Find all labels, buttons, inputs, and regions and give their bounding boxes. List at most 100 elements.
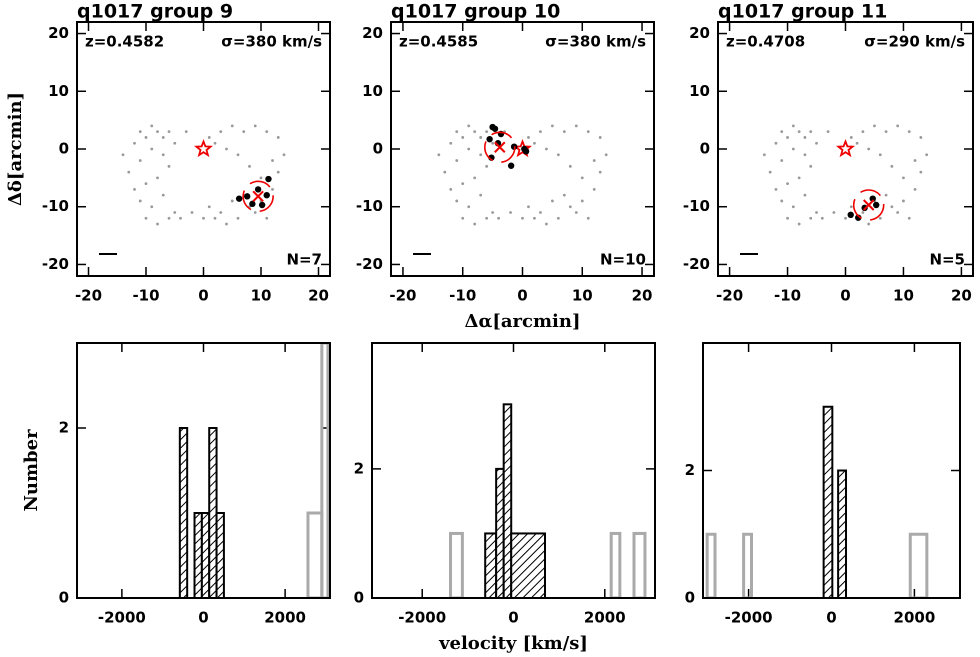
field-galaxy	[161, 136, 165, 139]
member-count: N=10	[600, 251, 646, 269]
field-galaxy	[133, 188, 136, 191]
field-galaxy	[467, 124, 471, 128]
y-tick-label: 0	[685, 589, 695, 607]
field-galaxy	[797, 130, 801, 134]
field-galaxy	[550, 199, 554, 203]
dispersion: σ=290 km/s	[864, 33, 965, 51]
member-bar	[200, 512, 211, 598]
field-galaxy	[479, 193, 483, 197]
field-galaxy	[896, 124, 900, 128]
member-galaxy	[265, 175, 272, 183]
y-tick-label: 20	[362, 24, 383, 42]
field-galaxy	[479, 153, 483, 157]
field-galaxy	[878, 216, 882, 220]
member-galaxy	[254, 186, 262, 193]
field-galaxy	[598, 170, 602, 174]
field-galaxy	[861, 211, 865, 214]
field-galaxy	[797, 176, 801, 180]
field-galaxy	[167, 130, 171, 134]
field-galaxy	[225, 222, 228, 226]
y-axis-label: Δδ[arcmin]	[5, 92, 26, 206]
field-galaxy	[455, 199, 459, 203]
member-galaxy	[486, 135, 493, 143]
field-galaxy	[485, 216, 489, 220]
field-galaxy	[527, 136, 530, 139]
field-galaxy	[253, 211, 257, 214]
field-galaxy	[925, 153, 929, 157]
field-galaxy	[539, 130, 542, 134]
field-galaxy	[550, 124, 554, 128]
member-bar	[178, 427, 189, 598]
field-galaxy	[545, 147, 548, 151]
dispersion: σ=380 km/s	[221, 33, 322, 51]
field-galaxy	[919, 136, 923, 139]
field-galaxy	[461, 216, 465, 220]
field-galaxy	[873, 124, 876, 128]
x-tick-label: 0	[198, 609, 208, 627]
field-galaxy	[867, 222, 871, 226]
field-bar	[306, 511, 324, 598]
x-tick-label: -2000	[98, 609, 146, 627]
redshift: z=0.4585	[399, 33, 478, 51]
field-galaxy	[473, 130, 477, 134]
field-galaxy	[832, 211, 836, 214]
field-galaxy	[127, 170, 131, 174]
group-center	[862, 199, 875, 211]
x-tick-label: -10	[132, 287, 159, 305]
y-tick-label: 2	[59, 419, 69, 437]
field-galaxy	[586, 216, 590, 220]
field-galaxy	[907, 216, 911, 220]
y-tick-label: 0	[59, 589, 69, 607]
member-bar	[822, 405, 834, 598]
field-galaxy	[156, 130, 159, 134]
dispersion: σ=380 km/s	[545, 33, 646, 51]
field-galaxy	[259, 176, 263, 180]
redshift: z=0.4582	[85, 33, 164, 51]
x-tick-label: 10	[251, 287, 272, 305]
field-galaxy	[855, 141, 859, 145]
y-tick-label: 0	[373, 140, 383, 158]
member-galaxy	[855, 214, 862, 221]
member-bar	[502, 403, 513, 598]
field-galaxy	[826, 130, 830, 134]
y-tick-label: 10	[362, 82, 383, 100]
field-galaxy	[803, 136, 807, 139]
field-galaxy	[580, 176, 584, 180]
x-axis-label: Δα[arcmin]	[465, 311, 581, 332]
field-galaxy	[144, 216, 148, 220]
field-galaxy	[762, 153, 766, 157]
field-galaxy	[265, 130, 269, 134]
field-galaxy	[271, 159, 274, 162]
x-tick-label: 10	[572, 287, 593, 305]
y-tick-label: -20	[683, 255, 710, 273]
field-galaxy	[586, 130, 590, 134]
field-galaxy	[890, 164, 894, 168]
field-galaxy	[774, 188, 778, 191]
field-galaxy	[786, 182, 789, 186]
field-galaxy	[236, 153, 240, 157]
field-galaxy	[455, 159, 459, 162]
member-bar	[193, 512, 203, 598]
field-galaxy	[849, 136, 853, 139]
member-galaxy	[244, 193, 251, 200]
x-tick-label: 2000	[894, 609, 936, 627]
plot-frame	[371, 342, 656, 599]
field-galaxy	[867, 147, 871, 151]
panel-title: q1017 group 10	[391, 1, 560, 23]
x-tick-label: 0	[517, 287, 527, 305]
x-tick-label: 0	[508, 609, 518, 627]
field-galaxy	[491, 141, 495, 145]
field-galaxy	[138, 199, 142, 203]
field-galaxy	[265, 216, 269, 220]
field-galaxy	[791, 124, 795, 128]
field-galaxy	[282, 153, 286, 157]
field-galaxy	[509, 211, 512, 214]
field-galaxy	[161, 153, 165, 157]
field-galaxy	[913, 159, 917, 162]
field-galaxy	[774, 141, 778, 145]
field-bar	[705, 532, 717, 598]
field-galaxy	[150, 124, 154, 128]
field-galaxy	[497, 216, 500, 220]
plot-frame	[76, 342, 331, 599]
field-galaxy	[161, 193, 165, 197]
